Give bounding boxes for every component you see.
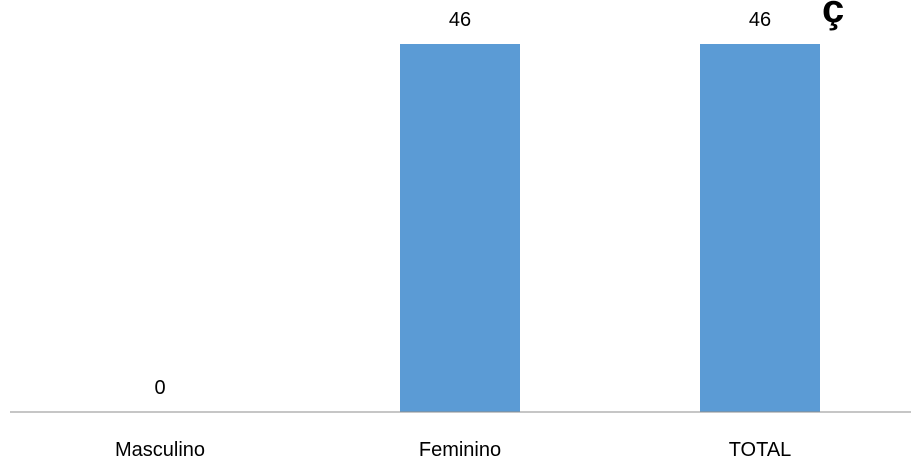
data-label-masculino: 0 xyxy=(154,377,165,399)
x-tick-label-total: TOTAL xyxy=(729,439,792,461)
bars-layer xyxy=(400,44,820,412)
data-label-feminino: 46 xyxy=(449,9,471,31)
data-label-total: 46 xyxy=(749,9,771,31)
bar-total xyxy=(700,44,820,412)
x-tick-labels-layer: Masculino Feminino TOTAL xyxy=(115,439,791,461)
bar-feminino xyxy=(400,44,520,412)
clipped-title-glyph: ç xyxy=(822,0,844,31)
x-tick-label-feminino: Feminino xyxy=(419,439,501,461)
data-labels-layer: 0 46 46 xyxy=(154,9,771,399)
x-tick-label-masculino: Masculino xyxy=(115,439,205,461)
